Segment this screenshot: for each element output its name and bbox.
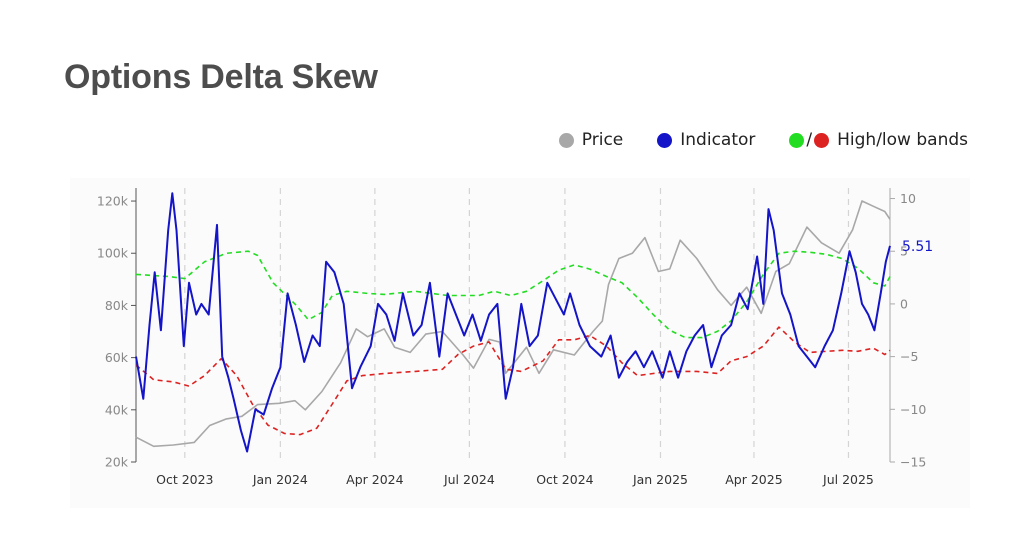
- x-tick-label: Jan 2024: [252, 472, 308, 487]
- right-tick-label: 10: [900, 191, 916, 206]
- x-tick-label: Apr 2024: [346, 472, 403, 487]
- last-value-label: 5.51: [902, 239, 933, 255]
- left-tick-label: 100k: [97, 246, 129, 261]
- right-tick-label: 5: [900, 244, 908, 259]
- legend-label-price: Price: [581, 130, 624, 150]
- legend-item-price[interactable]: Price: [558, 130, 624, 150]
- left-tick-label: 40k: [105, 402, 129, 417]
- x-tick-label: Oct 2024: [536, 472, 593, 487]
- left-tick-label: 80k: [105, 298, 129, 313]
- right-tick-label: −15: [900, 455, 926, 470]
- x-tick-label: Jul 2024: [443, 472, 495, 487]
- left-tick-label: 120k: [97, 194, 129, 209]
- legend-label-indicator: Indicator: [680, 130, 756, 150]
- x-tick-label: Jul 2025: [822, 472, 874, 487]
- series-line-price: [135, 200, 891, 448]
- series-line-indicator: [135, 192, 891, 453]
- chart-svg: Oct 2023 Jan 2024 Apr 2024 Jul 2024 Oct 2024…: [97, 188, 933, 487]
- high-band-dot-icon: [789, 132, 805, 148]
- left-tick-label: 20k: [105, 455, 129, 470]
- legend-label-bands: High/low bands: [837, 130, 968, 150]
- price-dot-icon: [558, 132, 574, 148]
- indicator-dot-icon: [657, 132, 673, 148]
- low-band-dot-icon: [814, 132, 830, 148]
- right-tick-label: −10: [900, 402, 926, 417]
- x-tick-label: Oct 2023: [156, 472, 213, 487]
- plot-area[interactable]: Oct 2023 Jan 2024 Apr 2024 Jul 2024 Oct 2024…: [70, 178, 970, 508]
- x-tick-label: Jan 2025: [632, 472, 688, 487]
- series-line-low-band: [135, 326, 891, 436]
- legend: Price Indicator / High/low bands: [525, 130, 968, 150]
- series-line-high-band: [135, 250, 891, 339]
- legend-item-bands[interactable]: / High/low bands: [789, 130, 968, 150]
- x-tick-label: Apr 2025: [725, 472, 782, 487]
- left-tick-label: 60k: [105, 350, 129, 365]
- right-tick-label: 0: [900, 296, 908, 311]
- legend-item-indicator[interactable]: Indicator: [657, 130, 755, 150]
- chart-title: Options Delta Skew: [64, 58, 378, 96]
- legend-bands-separator: /: [806, 130, 813, 150]
- right-tick-label: −5: [900, 349, 918, 364]
